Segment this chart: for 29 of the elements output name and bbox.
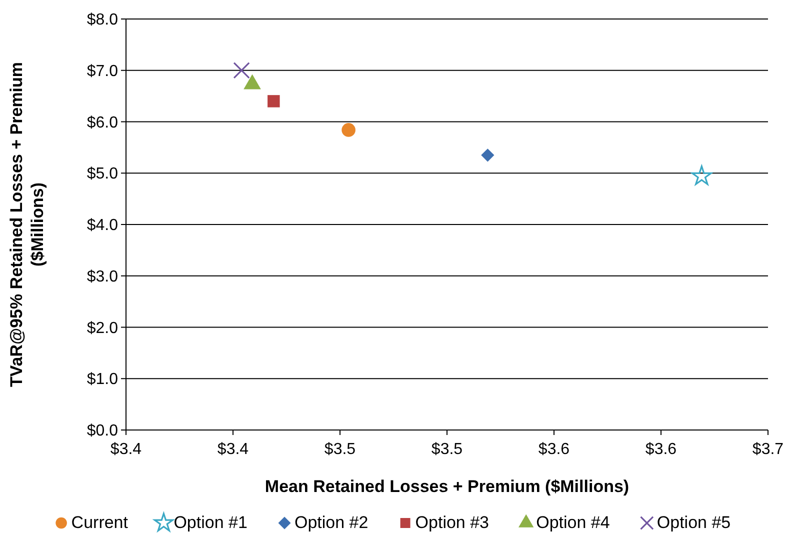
legend-label: Option #3 xyxy=(415,513,490,532)
legend-label: Option #2 xyxy=(294,513,368,532)
x-axis-title: Mean Retained Losses + Premium ($Millions) xyxy=(264,477,630,496)
point xyxy=(481,148,494,162)
point xyxy=(233,62,250,79)
legend-label: Option #5 xyxy=(656,513,731,532)
y-tick-label: $2.0 xyxy=(86,320,118,337)
y-tick-label: $3.0 xyxy=(86,268,118,286)
x-tick-label: $3.6 xyxy=(538,441,570,458)
y-tick-label: $8.0 xyxy=(86,12,118,29)
legend-label: Option #1 xyxy=(174,513,248,532)
y-tick-label: $1.0 xyxy=(86,371,118,388)
x-tick-label: $3.4 xyxy=(217,441,249,458)
x-tick-label: $3.5 xyxy=(324,441,356,458)
point xyxy=(268,95,280,108)
x-tick-label: $3.4 xyxy=(110,441,142,458)
y-tick-label: $6.0 xyxy=(86,114,118,132)
y-tick-label: $7.0 xyxy=(86,62,118,80)
x-tick-label: $3.5 xyxy=(431,441,463,458)
x-tick-label: $3.7 xyxy=(752,441,784,458)
legend-label: Current xyxy=(71,513,128,532)
x-tick-label: $3.6 xyxy=(645,441,677,458)
y-tick-label: $4.0 xyxy=(86,217,118,234)
y-axis-title: TVaR@95% Retained Losses + Premium ($Millions) xyxy=(7,62,47,388)
legend-label: Option #4 xyxy=(536,513,610,532)
y-tick-label: $5.0 xyxy=(86,166,118,183)
point xyxy=(342,123,356,137)
point xyxy=(691,166,712,186)
y-tick-label: $0.0 xyxy=(86,422,118,440)
